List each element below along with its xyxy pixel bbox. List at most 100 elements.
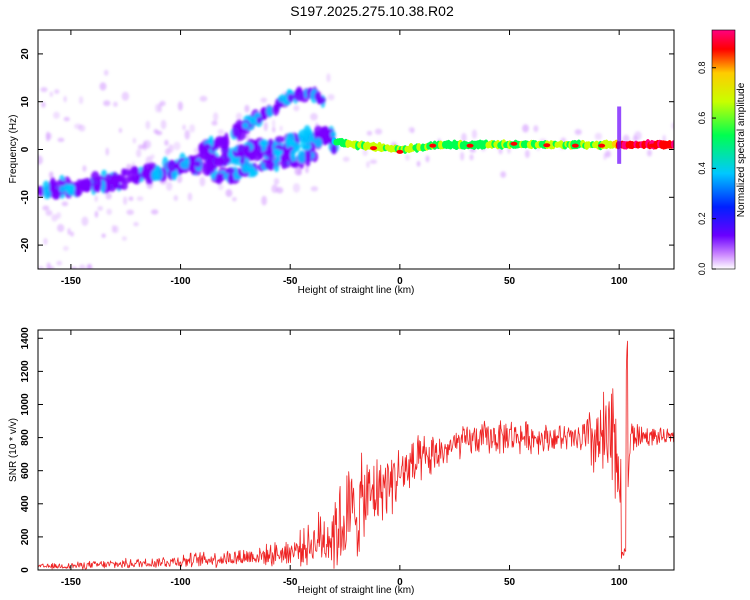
noise-speckle [199, 176, 206, 187]
band-blob [225, 167, 236, 174]
hot-spot [429, 143, 437, 148]
band-blob [38, 186, 44, 195]
noise-speckle [41, 101, 46, 108]
spectrogram-band [38, 86, 340, 200]
noise-speckle [366, 130, 373, 136]
x-tick-label: 50 [504, 276, 516, 287]
noise-speckle [118, 127, 123, 133]
noise-speckle [57, 137, 65, 143]
noise-speckle [123, 196, 128, 205]
band-blob [293, 88, 305, 102]
band-blob [278, 94, 289, 103]
snr-y-label: SNR (10 * v/v) [8, 418, 19, 482]
noise-speckle [142, 141, 147, 151]
noise-speckle [310, 186, 319, 192]
noise-speckle [173, 141, 181, 151]
y-tick-label: 10 [20, 96, 31, 108]
noise-speckle [111, 224, 116, 233]
hot-spot [466, 143, 474, 148]
colorbar-tick-label: 0.4 [697, 162, 707, 175]
noise-speckle [193, 147, 199, 154]
colorbar-tick-label: 0.6 [697, 112, 707, 125]
noise-speckle [42, 205, 50, 211]
snr-series-line [38, 340, 674, 570]
noise-speckle [94, 195, 98, 202]
noise-speckle [605, 150, 611, 158]
noise-speckle [103, 100, 111, 107]
band-blob [104, 173, 114, 186]
noise-speckle [51, 214, 58, 222]
y-tick-label: 0 [20, 567, 31, 573]
noise-speckle [150, 209, 159, 215]
y-tick-label: 20 [20, 48, 31, 60]
hot-spot [571, 143, 579, 148]
noise-speckle [166, 181, 173, 191]
band-blob [127, 169, 136, 183]
band-blob [42, 180, 50, 193]
band-blob [271, 104, 280, 116]
noise-speckle [522, 124, 529, 133]
noise-speckle [136, 196, 144, 202]
noise-speckle [40, 87, 48, 93]
band-blob [227, 173, 235, 185]
band-blob [297, 150, 307, 163]
noise-speckle [121, 236, 127, 241]
noise-speckle [594, 132, 603, 141]
noise-speckle [235, 112, 243, 121]
y-tick-label: 0 [20, 146, 31, 152]
figure-title: S197.2025.275.10.38.R02 [290, 3, 454, 19]
noise-speckle [182, 124, 186, 131]
noise-speckle [461, 132, 467, 143]
snr-x-label: Height of straight line (km) [298, 585, 415, 596]
x-tick-label: 0 [397, 276, 403, 287]
noise-speckle [43, 237, 48, 245]
y-tick-label: 1400 [20, 327, 31, 350]
noise-speckle [574, 129, 582, 135]
band-blob [194, 160, 201, 168]
hot-spot [598, 143, 606, 148]
band-blob [304, 149, 312, 161]
noise-speckle [425, 155, 430, 163]
noise-speckle [366, 161, 370, 168]
noise-speckle [133, 221, 139, 227]
band-blob [235, 128, 246, 141]
x-tick-label: -150 [61, 577, 81, 588]
y-tick-label: -20 [20, 237, 31, 252]
noise-speckle [61, 201, 69, 207]
noise-speckle [342, 156, 350, 162]
noise-speckle [78, 124, 86, 132]
snr-y-ticks: 0 200 400 600 800 1000 1200 1400 [20, 327, 674, 573]
noise-speckle [101, 233, 106, 238]
noise-speckle [173, 195, 178, 202]
noise-speckle [263, 121, 268, 132]
band-blob [242, 122, 249, 129]
noise-speckle [49, 91, 53, 97]
snr-plot-area [38, 330, 674, 570]
hot-spot [510, 141, 518, 146]
noise-speckle [45, 209, 53, 216]
noise-speckle [70, 231, 74, 237]
noise-speckle [113, 101, 118, 107]
band-blob [147, 162, 157, 169]
band-blob [256, 116, 262, 124]
noise-speckle [94, 210, 99, 218]
noise-speckle [272, 119, 276, 129]
colorbar-tick-label: 0.2 [697, 212, 707, 225]
band-blob [266, 106, 274, 117]
band-blob [203, 143, 212, 151]
noise-speckle [471, 129, 477, 139]
spectrogram-marks [38, 69, 674, 269]
colorbar-tick-label: 0.0 [697, 263, 707, 276]
noise-speckle [524, 149, 530, 159]
band-blob [291, 160, 300, 168]
band-blob [92, 177, 102, 191]
y-tick-label: 1000 [20, 393, 31, 416]
noise-speckle [128, 196, 134, 201]
y-tick-label: 800 [20, 429, 31, 446]
noise-speckle [189, 124, 196, 133]
noise-speckle [54, 89, 60, 94]
band-blob [184, 157, 190, 164]
noise-speckle [416, 160, 421, 167]
spectrogram-bright-band [331, 106, 674, 164]
noise-speckle [533, 125, 539, 133]
